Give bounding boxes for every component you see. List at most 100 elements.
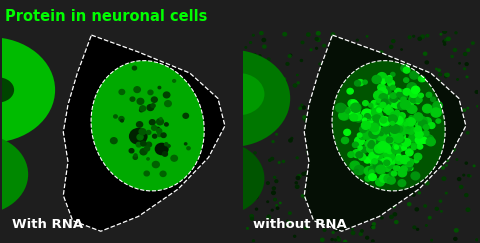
Circle shape bbox=[432, 166, 433, 168]
Circle shape bbox=[396, 154, 401, 158]
Circle shape bbox=[362, 57, 365, 59]
Circle shape bbox=[250, 186, 253, 189]
Circle shape bbox=[415, 160, 418, 163]
Circle shape bbox=[414, 153, 422, 160]
Circle shape bbox=[308, 127, 310, 128]
Circle shape bbox=[163, 92, 170, 98]
Circle shape bbox=[381, 217, 383, 219]
Circle shape bbox=[269, 159, 271, 161]
Circle shape bbox=[380, 135, 388, 142]
Circle shape bbox=[360, 126, 367, 132]
Circle shape bbox=[250, 215, 253, 218]
Circle shape bbox=[399, 80, 401, 82]
Circle shape bbox=[370, 130, 375, 135]
Circle shape bbox=[168, 145, 170, 147]
Circle shape bbox=[372, 223, 375, 225]
Circle shape bbox=[368, 133, 377, 141]
Circle shape bbox=[381, 126, 390, 134]
Circle shape bbox=[245, 66, 248, 69]
Circle shape bbox=[416, 141, 421, 145]
Circle shape bbox=[163, 152, 168, 156]
Circle shape bbox=[369, 124, 376, 131]
Circle shape bbox=[140, 149, 147, 155]
Circle shape bbox=[421, 78, 425, 81]
Circle shape bbox=[406, 103, 414, 110]
Circle shape bbox=[359, 133, 365, 138]
Circle shape bbox=[399, 104, 402, 107]
Circle shape bbox=[320, 81, 323, 84]
Circle shape bbox=[136, 142, 142, 147]
Circle shape bbox=[376, 106, 383, 112]
Circle shape bbox=[380, 174, 388, 182]
Circle shape bbox=[425, 182, 429, 185]
Circle shape bbox=[428, 146, 430, 148]
Circle shape bbox=[294, 235, 296, 237]
Circle shape bbox=[255, 208, 258, 210]
Circle shape bbox=[360, 146, 367, 153]
Circle shape bbox=[374, 106, 381, 112]
Circle shape bbox=[391, 115, 399, 122]
Circle shape bbox=[368, 102, 369, 104]
Circle shape bbox=[157, 133, 162, 137]
Circle shape bbox=[362, 131, 371, 139]
Circle shape bbox=[251, 81, 254, 84]
Circle shape bbox=[273, 108, 276, 111]
Circle shape bbox=[419, 118, 421, 120]
Circle shape bbox=[475, 91, 478, 93]
Circle shape bbox=[402, 138, 404, 139]
Circle shape bbox=[398, 180, 406, 187]
Circle shape bbox=[251, 95, 253, 97]
Circle shape bbox=[344, 240, 347, 243]
Circle shape bbox=[414, 113, 423, 121]
Circle shape bbox=[383, 95, 390, 101]
Circle shape bbox=[407, 106, 415, 113]
Circle shape bbox=[351, 231, 355, 234]
Ellipse shape bbox=[0, 37, 55, 143]
Circle shape bbox=[269, 66, 273, 69]
Circle shape bbox=[369, 165, 372, 168]
Circle shape bbox=[369, 170, 374, 174]
Circle shape bbox=[334, 161, 337, 164]
Circle shape bbox=[367, 123, 373, 128]
Circle shape bbox=[110, 138, 117, 144]
Circle shape bbox=[400, 113, 404, 118]
Circle shape bbox=[360, 132, 368, 139]
Circle shape bbox=[399, 104, 403, 107]
Circle shape bbox=[173, 80, 176, 82]
Text: without RNA: without RNA bbox=[253, 218, 347, 231]
Circle shape bbox=[374, 126, 382, 133]
Circle shape bbox=[372, 128, 379, 134]
Circle shape bbox=[331, 239, 333, 241]
Circle shape bbox=[361, 132, 368, 138]
Circle shape bbox=[144, 146, 150, 151]
Circle shape bbox=[372, 226, 375, 229]
Circle shape bbox=[362, 118, 367, 122]
Circle shape bbox=[359, 233, 362, 235]
Circle shape bbox=[406, 78, 408, 80]
Polygon shape bbox=[304, 35, 466, 231]
Circle shape bbox=[413, 110, 417, 113]
Circle shape bbox=[289, 54, 292, 56]
Circle shape bbox=[420, 178, 421, 180]
Circle shape bbox=[387, 103, 390, 105]
Circle shape bbox=[406, 149, 413, 156]
Circle shape bbox=[282, 99, 283, 100]
Circle shape bbox=[255, 56, 257, 58]
Circle shape bbox=[414, 158, 419, 163]
Circle shape bbox=[370, 120, 380, 129]
Circle shape bbox=[408, 203, 411, 206]
Circle shape bbox=[369, 166, 376, 173]
Circle shape bbox=[374, 146, 377, 149]
Circle shape bbox=[396, 131, 404, 139]
Circle shape bbox=[387, 137, 394, 143]
Circle shape bbox=[375, 142, 382, 148]
Circle shape bbox=[146, 130, 151, 134]
Circle shape bbox=[307, 151, 311, 154]
Circle shape bbox=[453, 106, 456, 109]
Circle shape bbox=[396, 157, 404, 164]
Circle shape bbox=[372, 135, 379, 142]
Circle shape bbox=[380, 187, 383, 190]
Circle shape bbox=[439, 73, 442, 76]
Circle shape bbox=[423, 88, 426, 90]
Circle shape bbox=[302, 173, 305, 175]
